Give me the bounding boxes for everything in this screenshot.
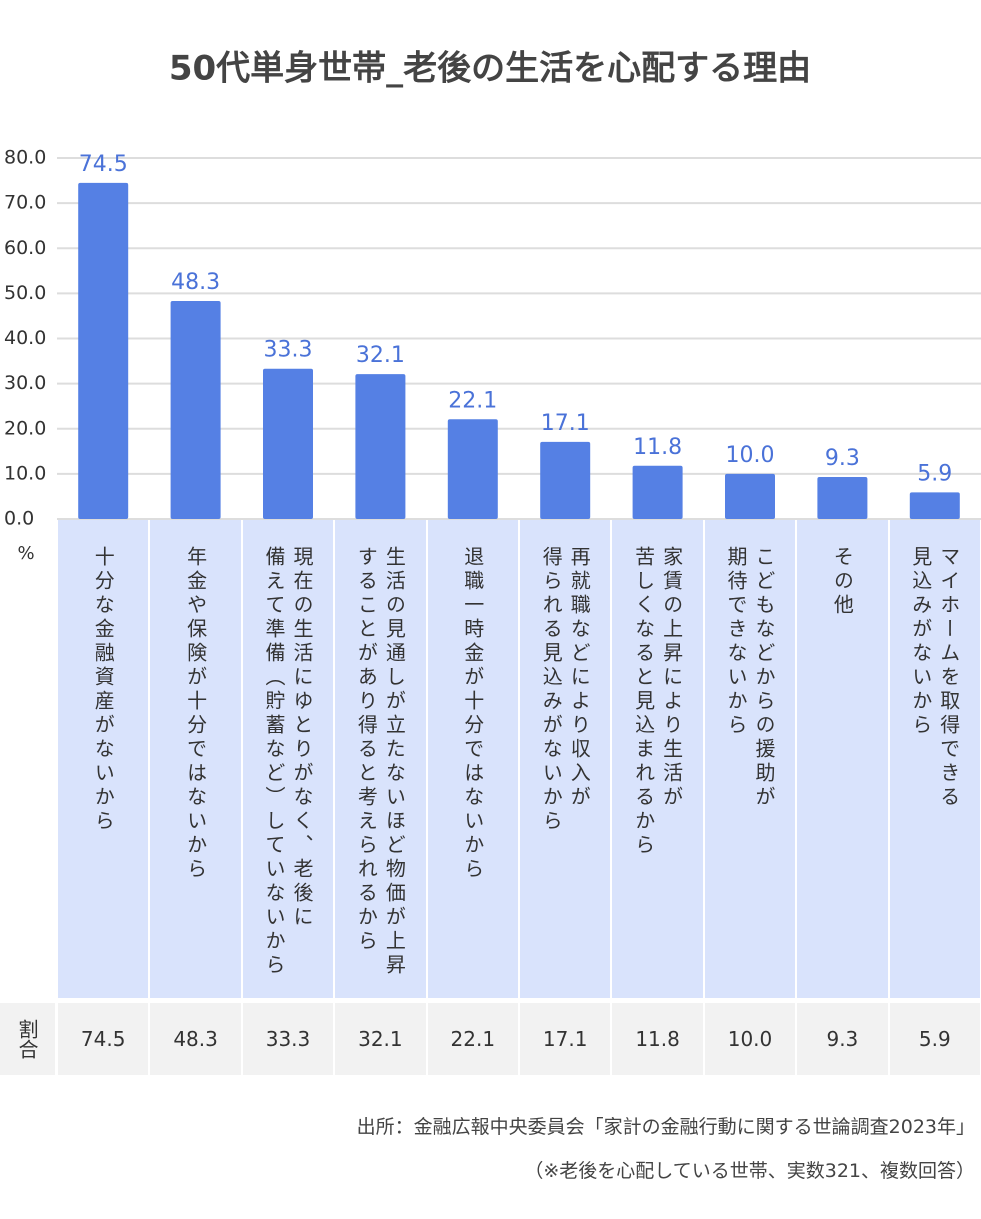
table-cell: 10.0: [704, 1003, 796, 1075]
y-tick-label: 30.0: [4, 372, 46, 394]
table-cell: 48.3: [150, 1003, 241, 1075]
table-cell: 33.3: [242, 1003, 334, 1075]
bar: [263, 368, 313, 519]
table-cell: 9.3: [797, 1003, 888, 1075]
table-cell: 22.1: [427, 1003, 518, 1075]
x-tick-label: 現在の生活にゆとりがなく、老後に 備えて準備（貯蓄など）していないから: [261, 546, 314, 978]
y-unit: %: [17, 543, 34, 564]
bar: [355, 374, 406, 519]
value-label: 9.3: [825, 446, 860, 471]
table-cell: 74.5: [58, 1003, 149, 1075]
x-tick-label: 十分な金融資産がないから: [91, 546, 116, 834]
x-label-cell: 家賃の上昇により生活が 苦しくなると見込まれるから: [612, 520, 703, 998]
value-label: 22.1: [448, 388, 497, 413]
x-label-cell: 再就職などにより収入が 得られる見込みがないから: [520, 520, 611, 998]
x-tick-label: 年金や保険が十分ではないから: [183, 546, 208, 882]
row-label-cell: 割合: [0, 1003, 55, 1075]
x-tick-label: 再就職などにより収入が 得られる見込みがないから: [539, 546, 592, 834]
x-label-cell: 生活の見通しが立たないほど物価が上昇 することがあり得ると考えられるから: [335, 520, 426, 998]
bar: [170, 301, 221, 519]
value-label: 74.5: [79, 152, 128, 177]
x-tick-label: 退職一時金が十分ではないから: [460, 546, 485, 882]
table-cell: 32.1: [335, 1003, 426, 1075]
x-label-cell: その他: [797, 520, 888, 998]
x-tick-label: 生活の見通しが立たないほど物価が上昇 することがあり得ると考えられるから: [354, 546, 407, 978]
bar: [909, 492, 960, 519]
value-label: 32.1: [356, 343, 405, 368]
table-cell: 17.1: [520, 1003, 611, 1075]
x-label-cell: マイホームを取得できる 見込みがないから: [889, 520, 980, 998]
table-cell: 5.9: [889, 1003, 980, 1075]
value-label: 17.1: [541, 411, 590, 436]
x-tick-label: その他: [830, 546, 855, 618]
y-tick-label: 80.0: [4, 147, 46, 169]
y-tick-label: 50.0: [4, 282, 46, 304]
x-label-cell: 退職一時金が十分ではないから: [427, 520, 518, 998]
x-tick-label: こどもなどからの援助が 期待できないから: [723, 546, 776, 810]
value-label: 33.3: [264, 338, 313, 363]
bar: [725, 473, 775, 519]
x-label-cell: 現在の生活にゆとりがなく、老後に 備えて準備（貯蓄など）していないから: [242, 520, 334, 998]
chart-title: 50代単身世帯_老後の生活を心配する理由: [169, 49, 811, 89]
source: 出所：金融広報中央委員会「家計の金融行動に関する世論調査2023年」: [356, 1116, 975, 1138]
table-cell: 11.8: [612, 1003, 703, 1075]
x-tick-label: 家賃の上昇により生活が 苦しくなると見込まれるから: [631, 546, 684, 858]
x-tick-label: マイホームを取得できる 見込みがないから: [908, 546, 961, 810]
bar: [817, 477, 868, 519]
row-label: 割合: [15, 1019, 39, 1059]
y-tick-label: 10.0: [4, 462, 46, 484]
note: （※老後を心配している世帯、実数321、複数回答）: [524, 1160, 975, 1182]
value-label: 48.3: [171, 270, 220, 295]
y-tick-label: 0.0: [4, 508, 34, 530]
x-label-cell: 年金や保険が十分ではないから: [150, 520, 241, 998]
bar: [78, 182, 129, 519]
x-label-cell: こどもなどからの援助が 期待できないから: [704, 520, 796, 998]
bar: [447, 419, 498, 519]
x-label-cell: 十分な金融資産がないから: [58, 520, 149, 998]
bar: [632, 465, 683, 519]
y-tick-label: 70.0: [4, 192, 46, 214]
y-tick-label: 20.0: [4, 417, 46, 439]
y-tick-label: 60.0: [4, 237, 46, 259]
y-tick-label: 40.0: [4, 327, 46, 349]
value-label: 11.8: [633, 435, 682, 460]
value-label: 10.0: [726, 443, 775, 468]
bar: [540, 441, 591, 519]
value-label: 5.9: [917, 461, 952, 486]
